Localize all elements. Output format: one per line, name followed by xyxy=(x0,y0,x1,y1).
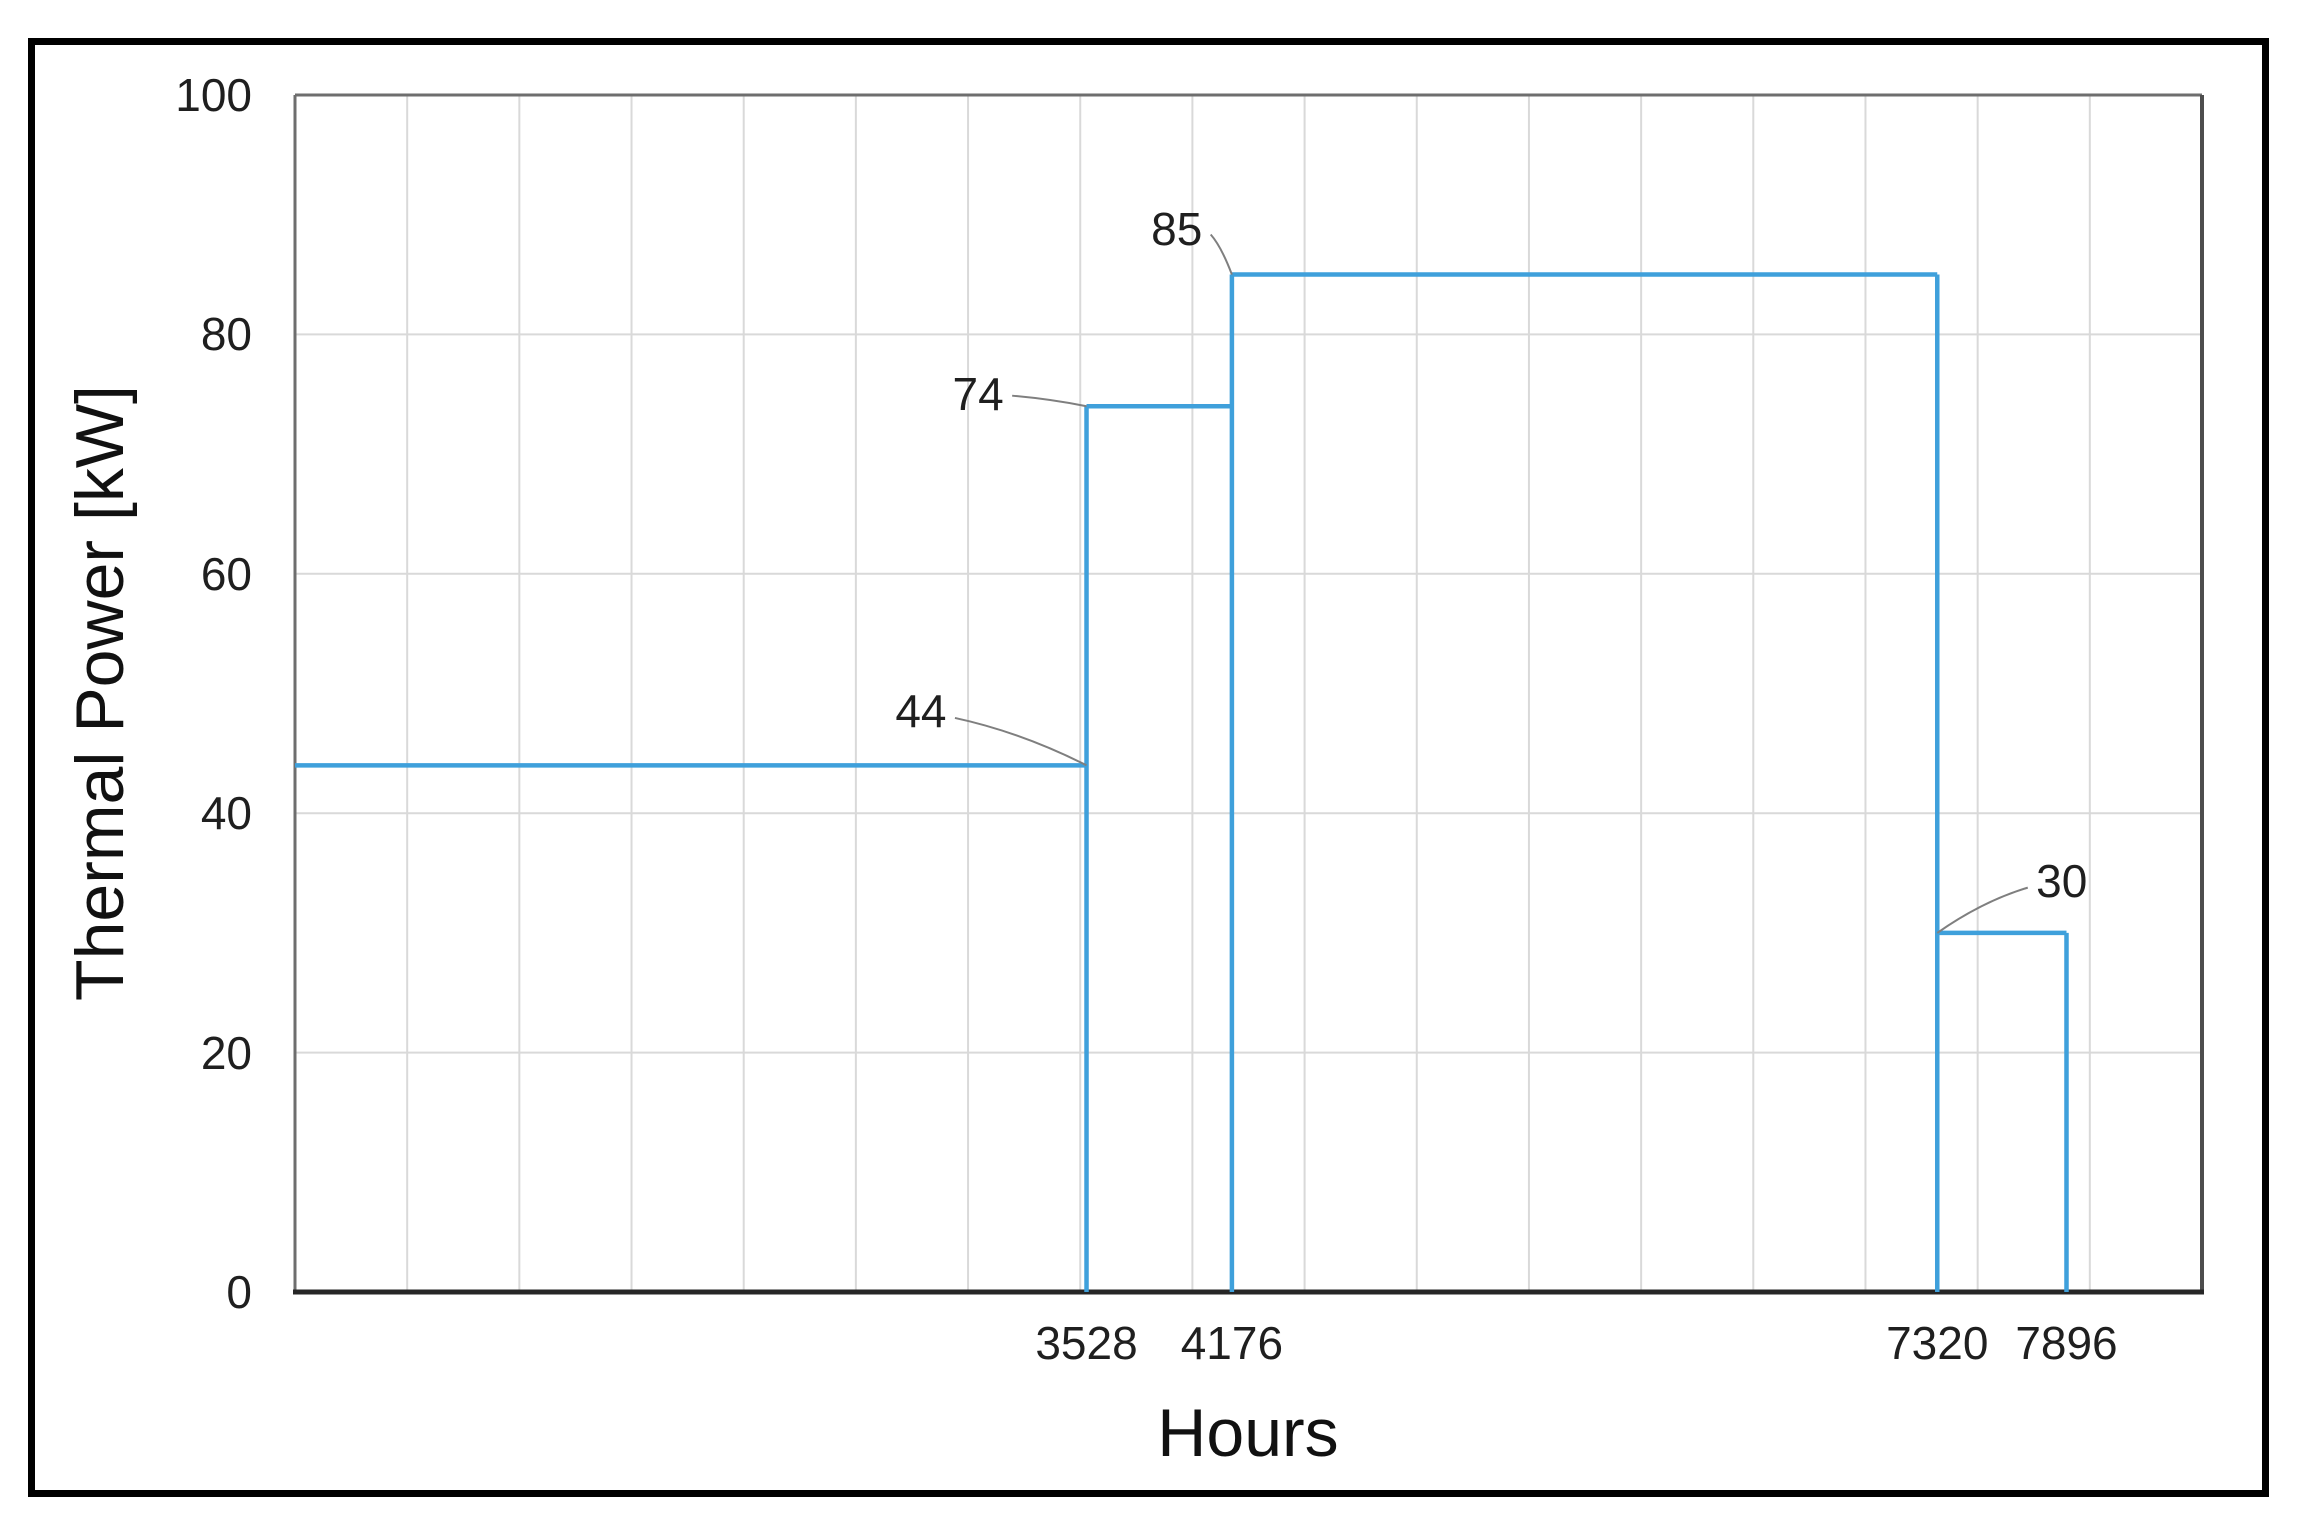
data-label-leader-line xyxy=(1209,233,1233,275)
data-label: 30 xyxy=(2036,855,2088,908)
data-label-leader-line xyxy=(1012,394,1087,408)
chart-outer-border xyxy=(28,38,2269,1497)
data-label: 85 xyxy=(1151,203,1203,256)
y-tick-label: 0 xyxy=(226,1266,252,1318)
y-axis-title: Thermal Power [kW] xyxy=(62,385,138,1001)
y-tick-label: 60 xyxy=(200,547,252,600)
x-tick-label: 7896 xyxy=(2015,1317,2118,1369)
y-tick-label: 80 xyxy=(200,308,252,361)
y-tick-label: 20 xyxy=(200,1026,252,1079)
y-tick-label: 40 xyxy=(200,787,252,840)
x-tick-label: 3528 xyxy=(1035,1317,1138,1369)
data-label-leader-line xyxy=(1936,886,2029,934)
y-tick-label: 100 xyxy=(175,69,252,121)
data-label: 74 xyxy=(952,368,1004,421)
thermal-power-series xyxy=(295,272,2069,1292)
x-tick-label: 7320 xyxy=(1886,1317,1989,1369)
x-axis-title: Hours xyxy=(1157,1395,1339,1471)
x-tick-label: 4176 xyxy=(1180,1317,1284,1369)
data-label-leader-line xyxy=(954,716,1087,767)
data-label: 44 xyxy=(895,685,947,738)
